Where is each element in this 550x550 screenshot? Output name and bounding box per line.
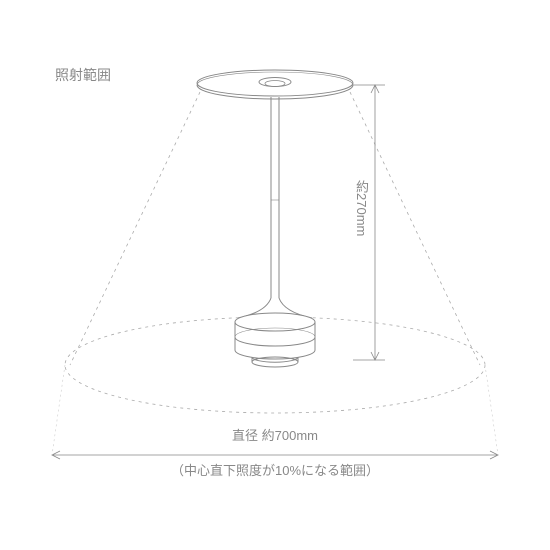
lamp-stem: [271, 97, 279, 298]
diameter-label: 直径 約700mm: [0, 425, 550, 444]
lamp-illumination-diagram: 照射範囲: [0, 0, 550, 550]
height-label: 約270mm: [352, 180, 371, 236]
lamp-base: [235, 298, 315, 367]
note-label: （中心直下照度が10%になる範囲）: [0, 460, 550, 479]
diameter-dimension: [52, 365, 498, 459]
lamp-top-disc: [197, 70, 353, 99]
